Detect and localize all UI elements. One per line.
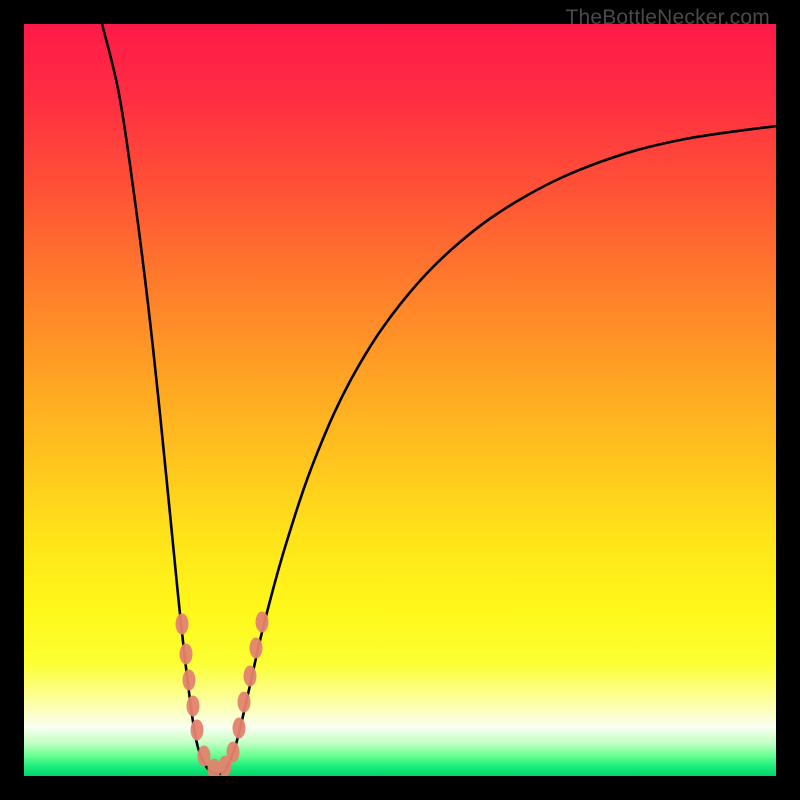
watermark-text: TheBottleNecker.com: [565, 6, 770, 30]
data-marker: [238, 692, 251, 713]
data-marker: [256, 612, 269, 633]
bottleneck-curve-svg: [24, 24, 776, 776]
data-marker: [176, 614, 189, 635]
data-marker: [250, 638, 263, 659]
data-marker: [191, 720, 204, 741]
data-marker: [233, 718, 246, 739]
data-marker: [227, 742, 240, 763]
data-marker: [244, 666, 257, 687]
data-marker: [187, 696, 200, 717]
curve-left-branch: [102, 24, 218, 774]
curve-right-branch: [218, 126, 776, 774]
plot-area: [24, 24, 776, 776]
data-marker: [183, 670, 196, 691]
data-marker: [180, 644, 193, 665]
